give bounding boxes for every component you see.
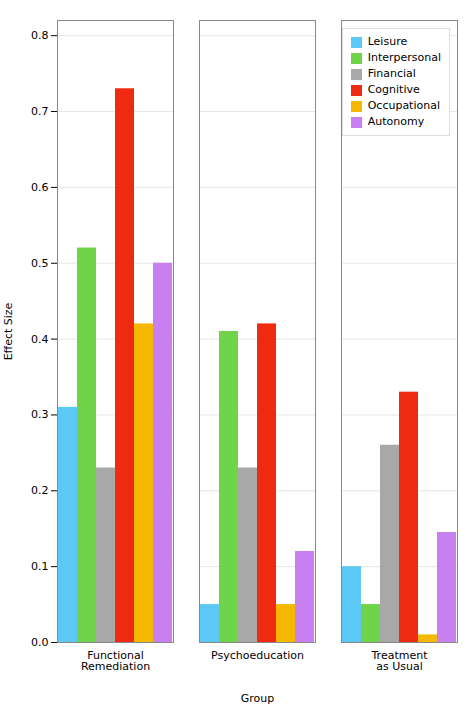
- svg-text:FunctionalRemediation: FunctionalRemediation: [81, 649, 150, 673]
- svg-text:0.3: 0.3: [31, 408, 49, 421]
- svg-text:Treatmentas Usual: Treatmentas Usual: [371, 649, 429, 673]
- svg-text:0.7: 0.7: [31, 105, 49, 118]
- svg-text:0.2: 0.2: [31, 484, 49, 497]
- svg-text:0.6: 0.6: [31, 181, 49, 194]
- svg-text:0.5: 0.5: [31, 257, 49, 270]
- svg-text:0.1: 0.1: [31, 560, 49, 573]
- svg-text:Group: Group: [241, 692, 275, 704]
- svg-text:0.8: 0.8: [31, 29, 49, 42]
- svg-text:Effect Size: Effect Size: [2, 302, 15, 360]
- html-text:Occupational: Occupational: [367, 99, 440, 112]
- html-text:Autonomy: Autonomy: [367, 115, 425, 128]
- svg-text:0.0: 0.0: [31, 636, 49, 649]
- html-text:Financial: Financial: [367, 67, 416, 80]
- html-text:Cognitive: Cognitive: [367, 83, 420, 96]
- svg-text:Psychoeducation: Psychoeducation: [211, 649, 304, 662]
- html-text:Interpersonal: Interpersonal: [367, 51, 441, 64]
- svg-text:0.4: 0.4: [31, 333, 49, 346]
- html-text:Leisure: Leisure: [367, 35, 408, 48]
